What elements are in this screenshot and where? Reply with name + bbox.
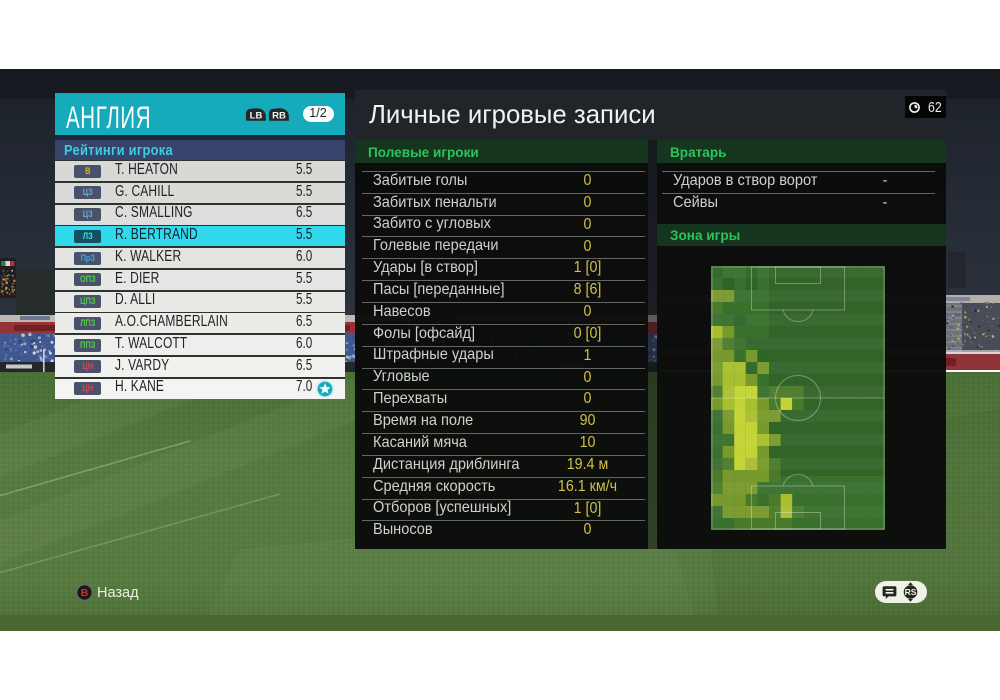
svg-text:RB: RB (272, 111, 286, 122)
svg-text:LB: LB (250, 111, 263, 122)
svg-text:B: B (80, 587, 88, 599)
svg-text:RS: RS (905, 587, 917, 597)
